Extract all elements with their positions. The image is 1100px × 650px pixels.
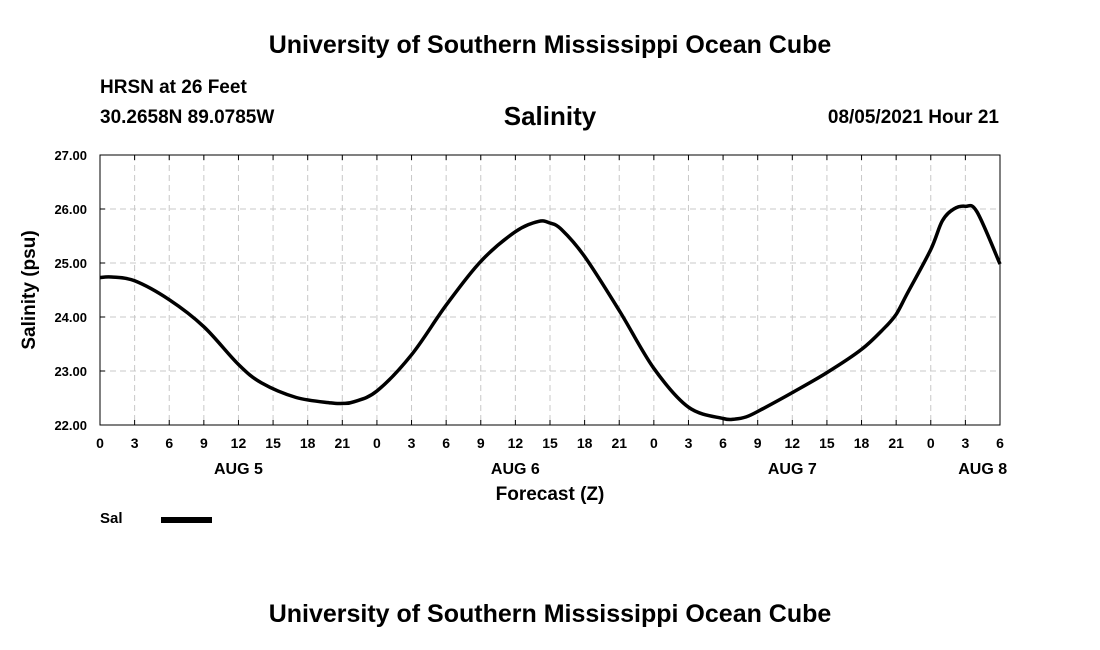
station-name: HRSN at 26 Feet (100, 77, 247, 98)
x-tick-label: 3 (131, 435, 139, 451)
y-tick-label: 22.00 (54, 418, 87, 433)
x-tick-label: 21 (611, 435, 627, 451)
series-line-sal (99, 203, 1002, 422)
y-tick-label: 24.00 (54, 310, 87, 325)
x-tick-label: 15 (542, 435, 558, 451)
x-tick-label: 15 (265, 435, 281, 451)
x-tick-label: 9 (754, 435, 762, 451)
y-tick-label: 26.00 (54, 202, 87, 217)
x-tick-label: 6 (165, 435, 173, 451)
x-tick-label: 21 (335, 435, 351, 451)
forecast-datetime: 08/05/2021 Hour 21 (827, 107, 999, 128)
axes: 0 3 6 9 12 15 18 21 0 3 6 9 12 15 18 21 0 3 6 9 12 15 18 21 0 3 6 2… (54, 148, 1007, 478)
y-tick-label: 23.00 (54, 364, 87, 379)
x-tick-label: 0 (650, 435, 658, 451)
x-tick-label: 6 (996, 435, 1004, 451)
x-tick-label: 12 (785, 435, 801, 451)
chart-title: Salinity (503, 101, 597, 131)
x-tick-label: 18 (577, 435, 593, 451)
day-label: AUG 6 (491, 461, 540, 478)
x-axis-label: Forecast (Z) (496, 484, 605, 505)
top-title: University of Southern Mississippi Ocean… (268, 31, 832, 59)
x-tick-label: 3 (685, 435, 693, 451)
bottom-title: University of Southern Mississippi Ocean… (268, 600, 832, 628)
x-tick-label: 15 (819, 435, 835, 451)
day-label: AUG 5 (214, 461, 263, 478)
x-tick-label: 0 (373, 435, 381, 451)
x-tick-label: 12 (231, 435, 247, 451)
y-tick-label: 25.00 (54, 256, 87, 271)
legend-swatch (161, 517, 212, 523)
x-tick-label: 6 (719, 435, 727, 451)
x-tick-label: 18 (300, 435, 316, 451)
x-tick-label: 9 (477, 435, 485, 451)
x-tick-label: 0 (927, 435, 935, 451)
x-tick-label: 18 (854, 435, 870, 451)
station-coordinates: 30.2658N 89.0785W (100, 107, 275, 128)
day-label: AUG 8 (958, 461, 1007, 478)
x-tick-label: 3 (408, 435, 416, 451)
y-tick-label: 27.00 (54, 148, 87, 163)
x-tick-label: 12 (508, 435, 524, 451)
grid (100, 155, 1000, 425)
x-tick-label: 21 (888, 435, 904, 451)
x-tick-label: 0 (96, 435, 104, 451)
legend-label: Sal (100, 510, 123, 527)
x-tick-label: 3 (961, 435, 969, 451)
x-tick-label: 6 (442, 435, 450, 451)
y-axis-label: Salinity (psu) (19, 230, 40, 349)
x-tick-label: 9 (200, 435, 208, 451)
day-label: AUG 7 (768, 461, 817, 478)
